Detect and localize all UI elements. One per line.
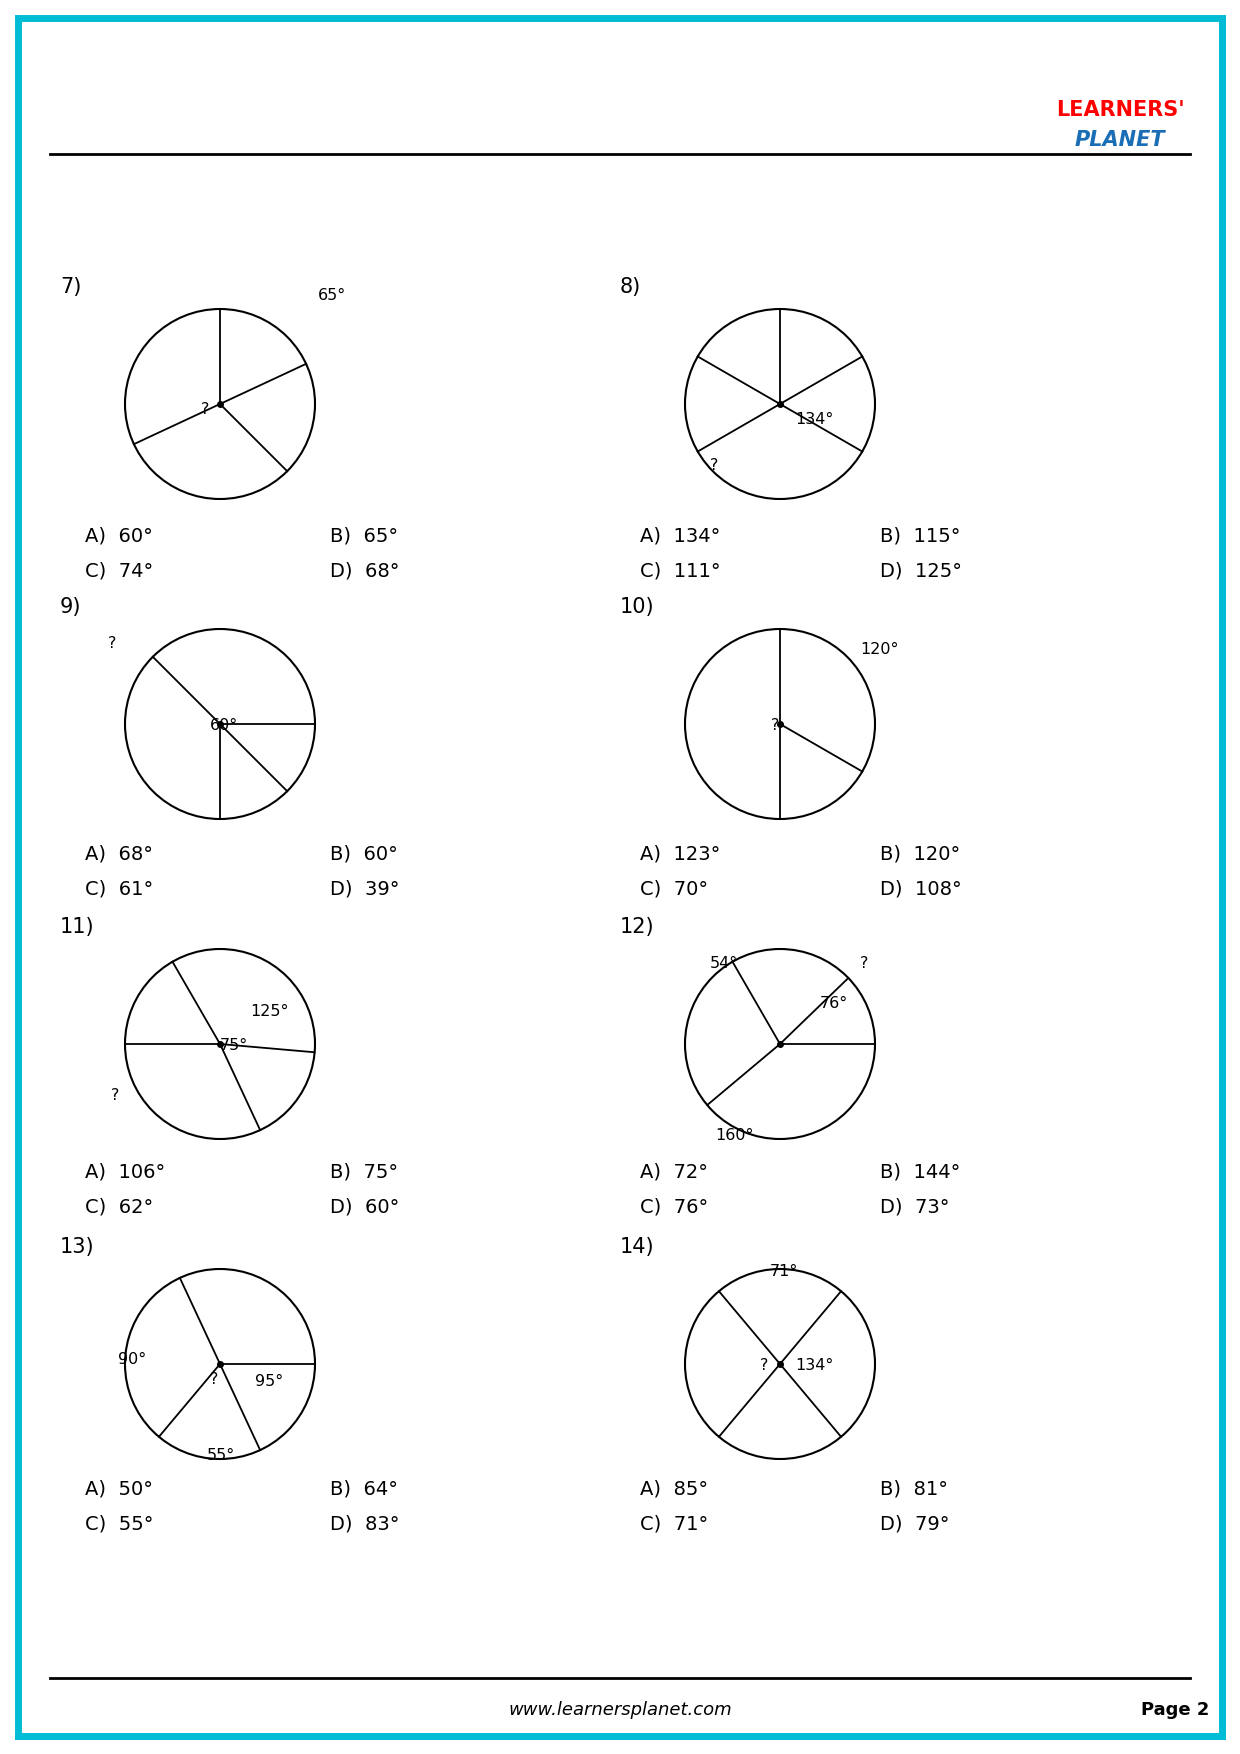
Text: B)  120°: B) 120° (880, 844, 960, 863)
Text: D)  125°: D) 125° (880, 561, 962, 581)
Text: C)  62°: C) 62° (86, 1198, 154, 1217)
Text: A)  60°: A) 60° (86, 526, 153, 545)
Text: ?: ? (108, 637, 117, 651)
Text: C)  71°: C) 71° (640, 1514, 708, 1533)
Text: 9): 9) (60, 596, 82, 617)
Text: 134°: 134° (795, 412, 833, 426)
Text: ?: ? (861, 956, 868, 972)
Text: C)  70°: C) 70° (640, 879, 708, 898)
Text: 7): 7) (60, 277, 82, 296)
Text: 160°: 160° (715, 1128, 754, 1144)
Text: 54°: 54° (711, 956, 738, 972)
Text: Page 2: Page 2 (1141, 1701, 1209, 1719)
Text: LEARNERS': LEARNERS' (1055, 100, 1184, 119)
Text: PLANET: PLANET (1075, 130, 1166, 151)
Text: A)  68°: A) 68° (86, 844, 153, 863)
Text: 76°: 76° (820, 996, 848, 1012)
FancyBboxPatch shape (19, 18, 1221, 1736)
Text: 120°: 120° (861, 642, 899, 656)
Text: ?: ? (210, 1372, 223, 1386)
Text: D)  108°: D) 108° (880, 879, 962, 898)
Text: D)  39°: D) 39° (330, 879, 399, 898)
Text: 14): 14) (620, 1237, 655, 1258)
Text: D)  60°: D) 60° (330, 1198, 399, 1217)
Text: C)  55°: C) 55° (86, 1514, 154, 1533)
Text: ?: ? (110, 1089, 119, 1103)
Text: B)  144°: B) 144° (880, 1163, 960, 1182)
Text: B)  60°: B) 60° (330, 844, 398, 863)
Text: D)  79°: D) 79° (880, 1514, 950, 1533)
Text: 12): 12) (620, 917, 655, 937)
Text: B)  64°: B) 64° (330, 1480, 398, 1498)
Text: B)  115°: B) 115° (880, 526, 961, 545)
Text: D)  68°: D) 68° (330, 561, 399, 581)
Text: C)  111°: C) 111° (640, 561, 720, 581)
Text: 95°: 95° (255, 1375, 283, 1389)
Text: 11): 11) (60, 917, 94, 937)
Text: A)  123°: A) 123° (640, 844, 720, 863)
Text: A)  106°: A) 106° (86, 1163, 165, 1182)
Text: B)  81°: B) 81° (880, 1480, 949, 1498)
Text: A)  134°: A) 134° (640, 526, 720, 545)
Text: 75°: 75° (219, 1038, 248, 1054)
Text: 60°: 60° (210, 719, 238, 733)
Text: 90°: 90° (118, 1352, 146, 1366)
Text: 8): 8) (620, 277, 641, 296)
Text: A)  72°: A) 72° (640, 1163, 708, 1182)
Text: 65°: 65° (317, 288, 346, 303)
Text: C)  61°: C) 61° (86, 879, 154, 898)
Text: 13): 13) (60, 1237, 94, 1258)
Text: 125°: 125° (250, 1005, 289, 1019)
Text: D)  73°: D) 73° (880, 1198, 950, 1217)
Text: ?: ? (201, 402, 210, 416)
Text: B)  65°: B) 65° (330, 526, 398, 545)
Text: ?: ? (760, 1359, 774, 1373)
Text: www.learnersplanet.com: www.learnersplanet.com (508, 1701, 732, 1719)
Text: C)  76°: C) 76° (640, 1198, 708, 1217)
Text: 55°: 55° (207, 1449, 236, 1463)
Text: D)  83°: D) 83° (330, 1514, 399, 1533)
Text: ?: ? (711, 458, 718, 474)
Text: 71°: 71° (770, 1265, 799, 1279)
Text: ?: ? (771, 719, 779, 733)
Text: B)  75°: B) 75° (330, 1163, 398, 1182)
Text: C)  74°: C) 74° (86, 561, 154, 581)
Text: 134°: 134° (795, 1359, 833, 1373)
Text: 10): 10) (620, 596, 655, 617)
Text: A)  50°: A) 50° (86, 1480, 153, 1498)
Text: A)  85°: A) 85° (640, 1480, 708, 1498)
